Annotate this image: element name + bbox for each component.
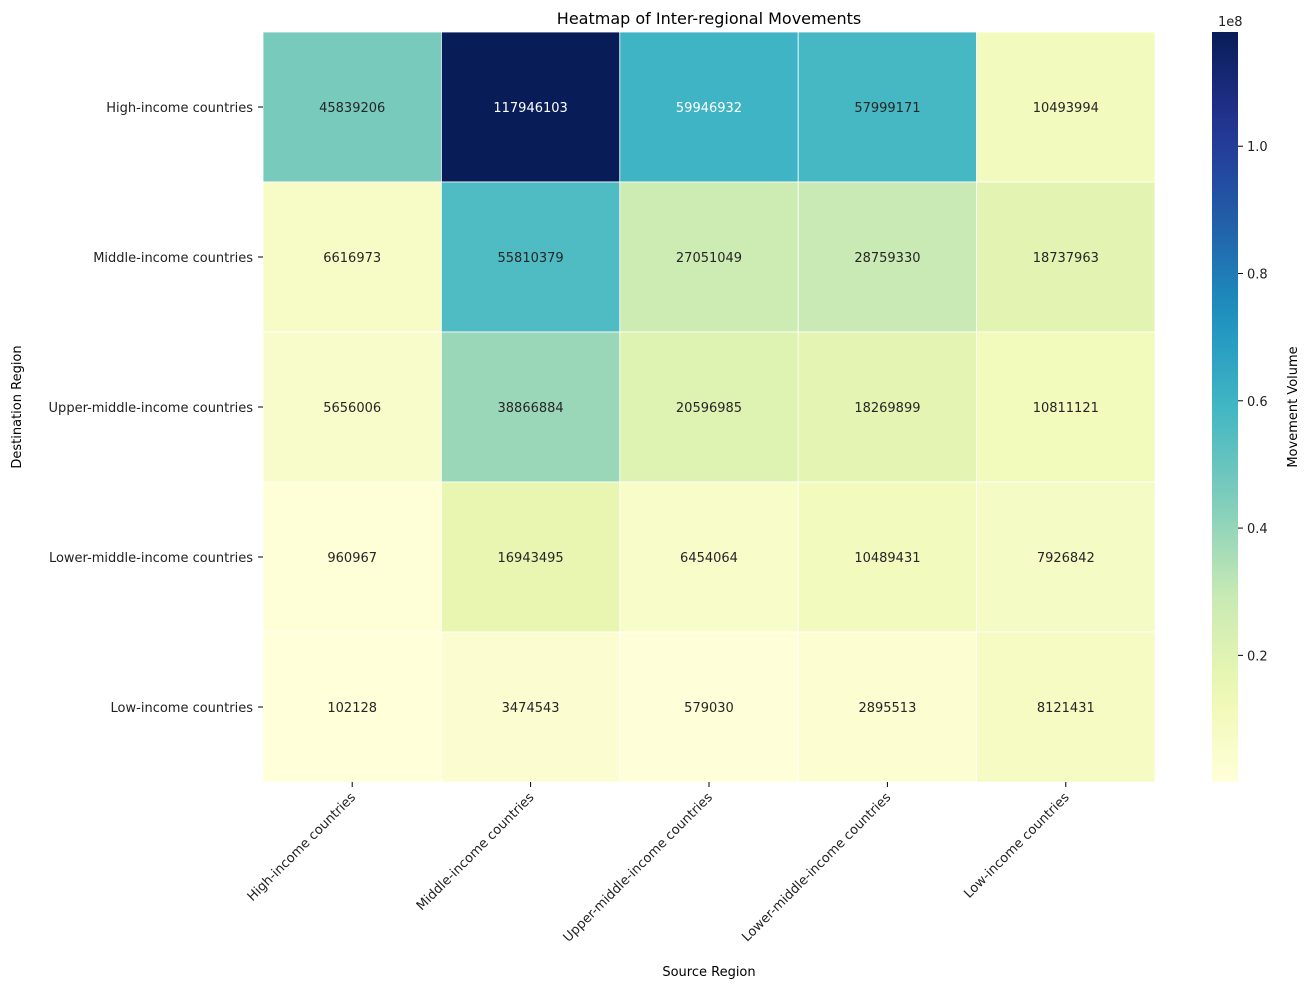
heatmap-cell	[440, 331, 621, 483]
colorbar-ticks: 0.2 0.4 0.6 0.8 1.0	[1238, 140, 1268, 664]
heatmap-cell	[976, 31, 1156, 183]
cell-value-label: 6616973	[323, 251, 381, 266]
cell-value-label: 28759330	[854, 251, 920, 266]
cell-value-label: 20596985	[676, 401, 742, 416]
cell-value-label: 16943495	[498, 551, 564, 566]
cell-value-label: 6454064	[680, 551, 738, 566]
cell-value-label: 38866884	[498, 401, 564, 416]
y-tick-label: Middle-income countries	[93, 251, 253, 266]
cell-value-label: 59946932	[676, 101, 742, 116]
cell-value-label: 2895513	[858, 701, 916, 716]
heatmap-cell-labels: 45839206 117946103 59946932 57999171 1049399…	[319, 101, 1099, 716]
x-tick-label: Middle-income countries	[414, 790, 538, 914]
y-axis-label: Destination Region	[10, 345, 25, 468]
heatmap-cell	[797, 31, 978, 183]
y-axis-ticks: High-income countries Middle-income count…	[49, 101, 263, 716]
y-tick-label: Upper-middle-income countries	[49, 401, 254, 416]
heatmap-cell	[619, 31, 799, 183]
cell-value-label: 5656006	[323, 401, 381, 416]
y-tick-label: High-income countries	[106, 101, 253, 116]
heatmap-cell	[262, 631, 442, 783]
heatmap-cell	[262, 181, 442, 333]
colorbar-tick-label: 0.6	[1247, 395, 1268, 410]
heatmap-cell	[440, 31, 621, 183]
cell-value-label: 45839206	[319, 101, 385, 116]
y-tick-label: Lower-middle-income countries	[49, 551, 253, 566]
heatmap-cell	[976, 481, 1156, 633]
cell-value-label: 57999171	[854, 101, 920, 116]
cell-value-label: 18269899	[854, 401, 920, 416]
colorbar-tick-label: 1.0	[1247, 140, 1268, 155]
cell-value-label: 10493994	[1033, 101, 1099, 116]
heatmap-cell	[619, 181, 799, 333]
heatmap-cell	[797, 331, 978, 483]
heatmap-cell	[440, 631, 621, 783]
heatmap-cell	[976, 631, 1156, 783]
cell-value-label: 10811121	[1033, 401, 1099, 416]
heatmap-cell	[797, 481, 978, 633]
heatmap-cell	[619, 331, 799, 483]
cell-value-label: 3474543	[502, 701, 560, 716]
heatmap-cell	[440, 481, 621, 633]
colorbar-scale-label: 1e8	[1218, 15, 1243, 30]
colorbar-tick-label: 0.4	[1247, 522, 1268, 537]
heatmap-cell	[976, 331, 1156, 483]
x-tick-label: Upper-middle-income countries	[561, 790, 716, 945]
cell-value-label: 7926842	[1037, 551, 1095, 566]
cell-value-label: 18737963	[1033, 251, 1099, 266]
colorbar-label: Movement Volume	[1286, 346, 1301, 467]
heatmap-cell	[262, 31, 442, 183]
colorbar-tick-label: 0.2	[1247, 649, 1268, 664]
x-axis-ticks: High-income countries Middle-income count…	[245, 782, 1073, 945]
colorbar	[1212, 32, 1238, 782]
heatmap-cells	[262, 31, 1156, 783]
cell-value-label: 55810379	[498, 251, 564, 266]
x-tick-label: Lower-middle-income countries	[739, 790, 894, 945]
cell-value-label: 579030	[684, 701, 734, 716]
cell-value-label: 960967	[327, 551, 377, 566]
heatmap-cell	[976, 181, 1156, 333]
x-tick-label: High-income countries	[245, 790, 360, 905]
chart-title: Heatmap of Inter-regional Movements	[557, 9, 861, 28]
x-tick-label: Low-income countries	[961, 790, 1072, 901]
y-tick-label: Low-income countries	[111, 701, 254, 716]
cell-value-label: 10489431	[854, 551, 920, 566]
cell-value-label: 8121431	[1037, 701, 1095, 716]
cell-value-label: 102128	[327, 701, 377, 716]
heatmap-cell	[440, 181, 621, 333]
colorbar-tick-label: 0.8	[1247, 268, 1268, 283]
heatmap-cell	[619, 481, 799, 633]
cell-value-label: 27051049	[676, 251, 742, 266]
x-axis-label: Source Region	[662, 965, 755, 980]
heatmap-cell	[619, 631, 799, 783]
cell-value-label: 117946103	[493, 101, 567, 116]
